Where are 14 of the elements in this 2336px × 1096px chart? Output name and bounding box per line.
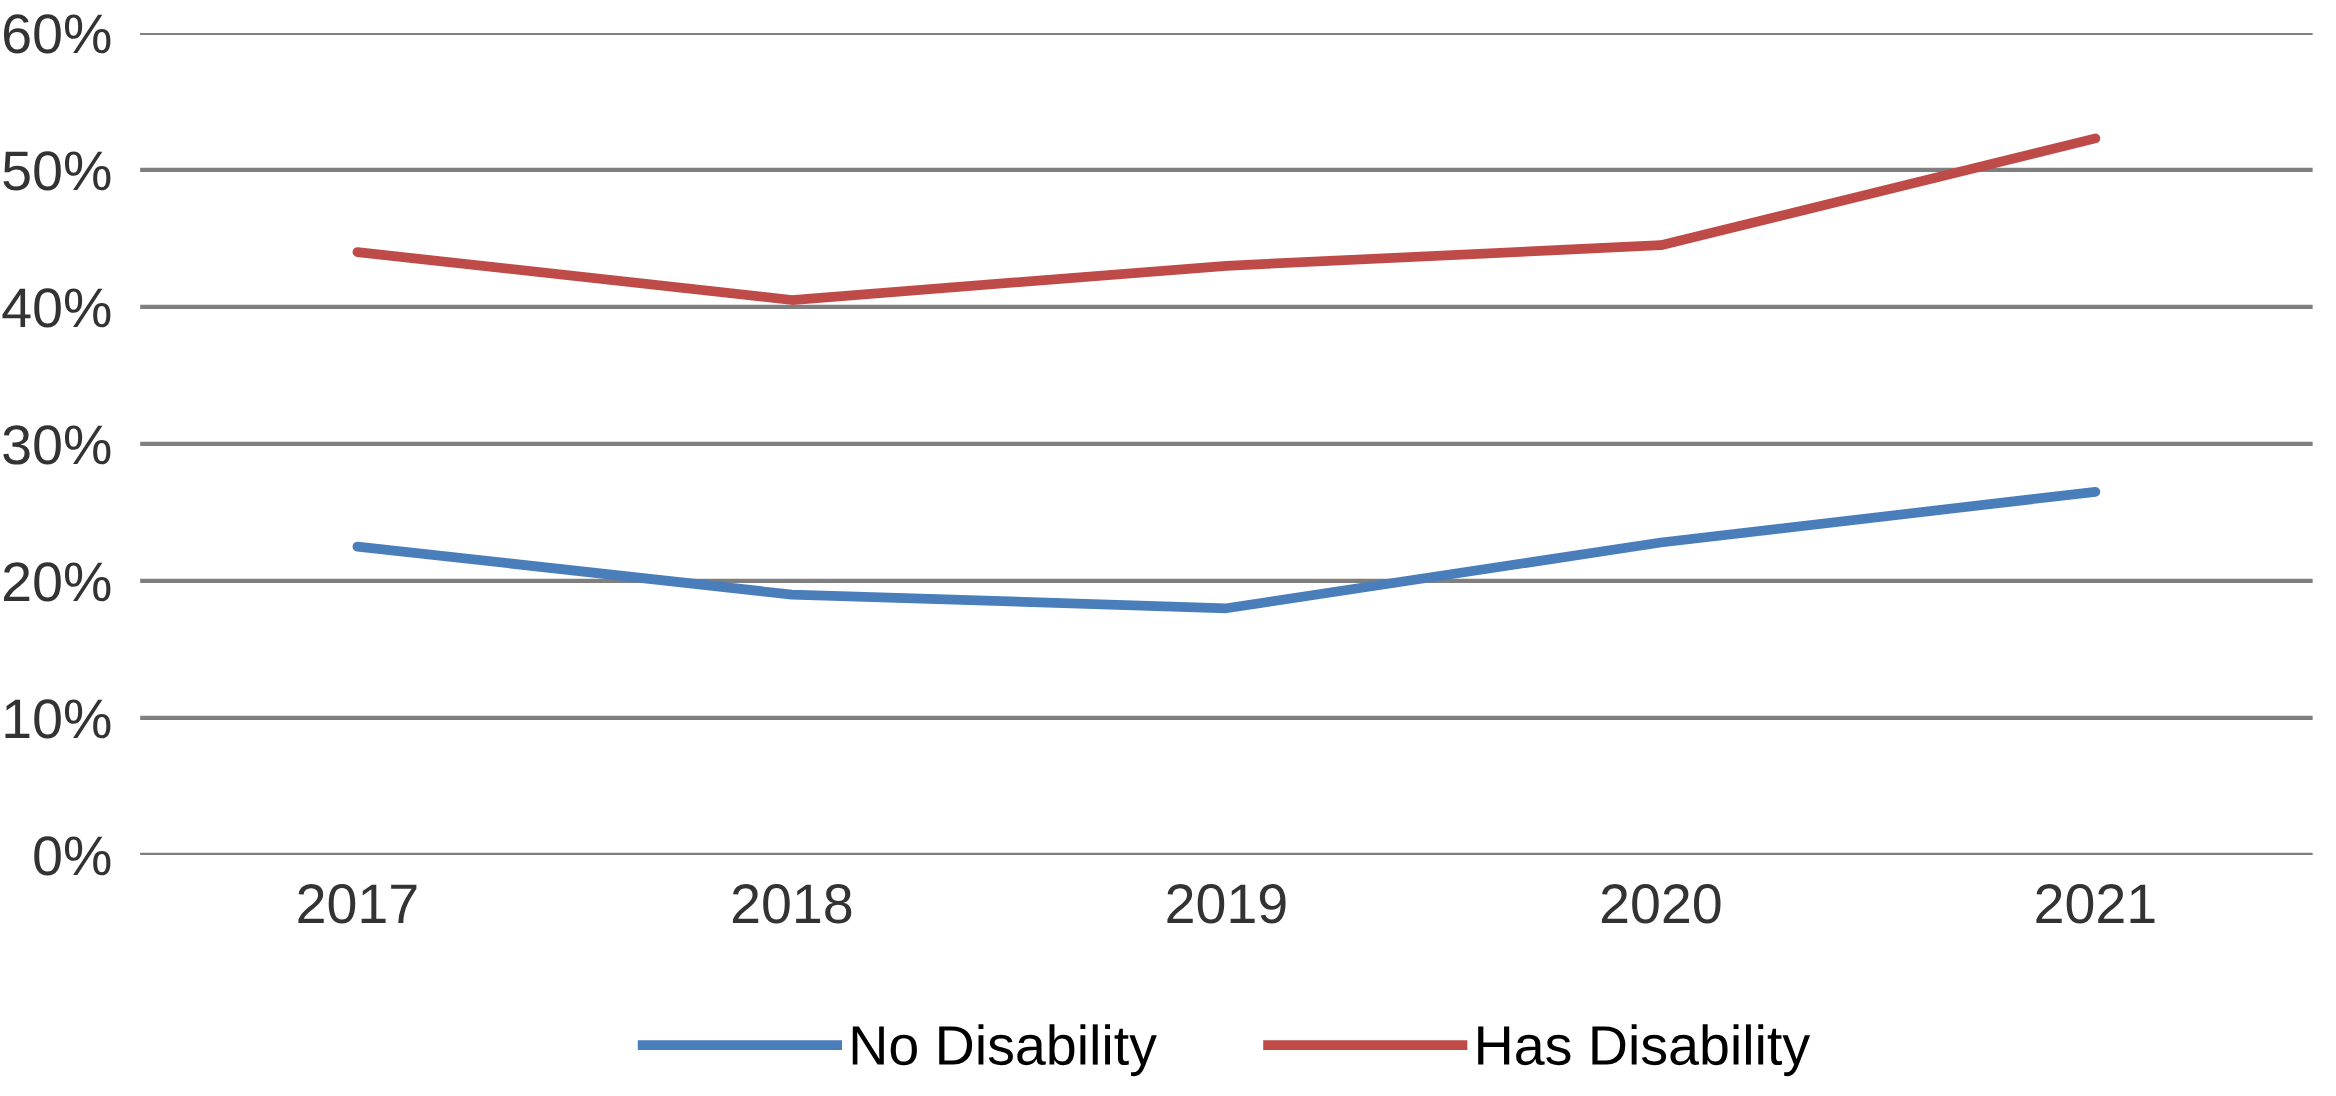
y-tick-label: 30% [3, 425, 111, 465]
x-tick-label: 2018 [732, 884, 852, 924]
x-tick-label: 2019 [1167, 884, 1286, 924]
y-tick-label: 10% [5, 699, 111, 739]
legend-label: Has Disability [1478, 1024, 1811, 1077]
legend-label: No Disability [852, 1024, 1157, 1077]
y-tick-label: 40% [2, 288, 111, 328]
y-tick-label: 50% [3, 151, 111, 191]
x-tick-label: 2021 [2036, 884, 2155, 924]
x-tick-label: 2020 [1601, 884, 1721, 924]
y-tick-label: 60% [4, 14, 111, 54]
y-tick-label: 0% [34, 836, 111, 876]
x-tick-label: 2017 [298, 884, 417, 924]
y-tick-label: 20% [3, 562, 111, 602]
